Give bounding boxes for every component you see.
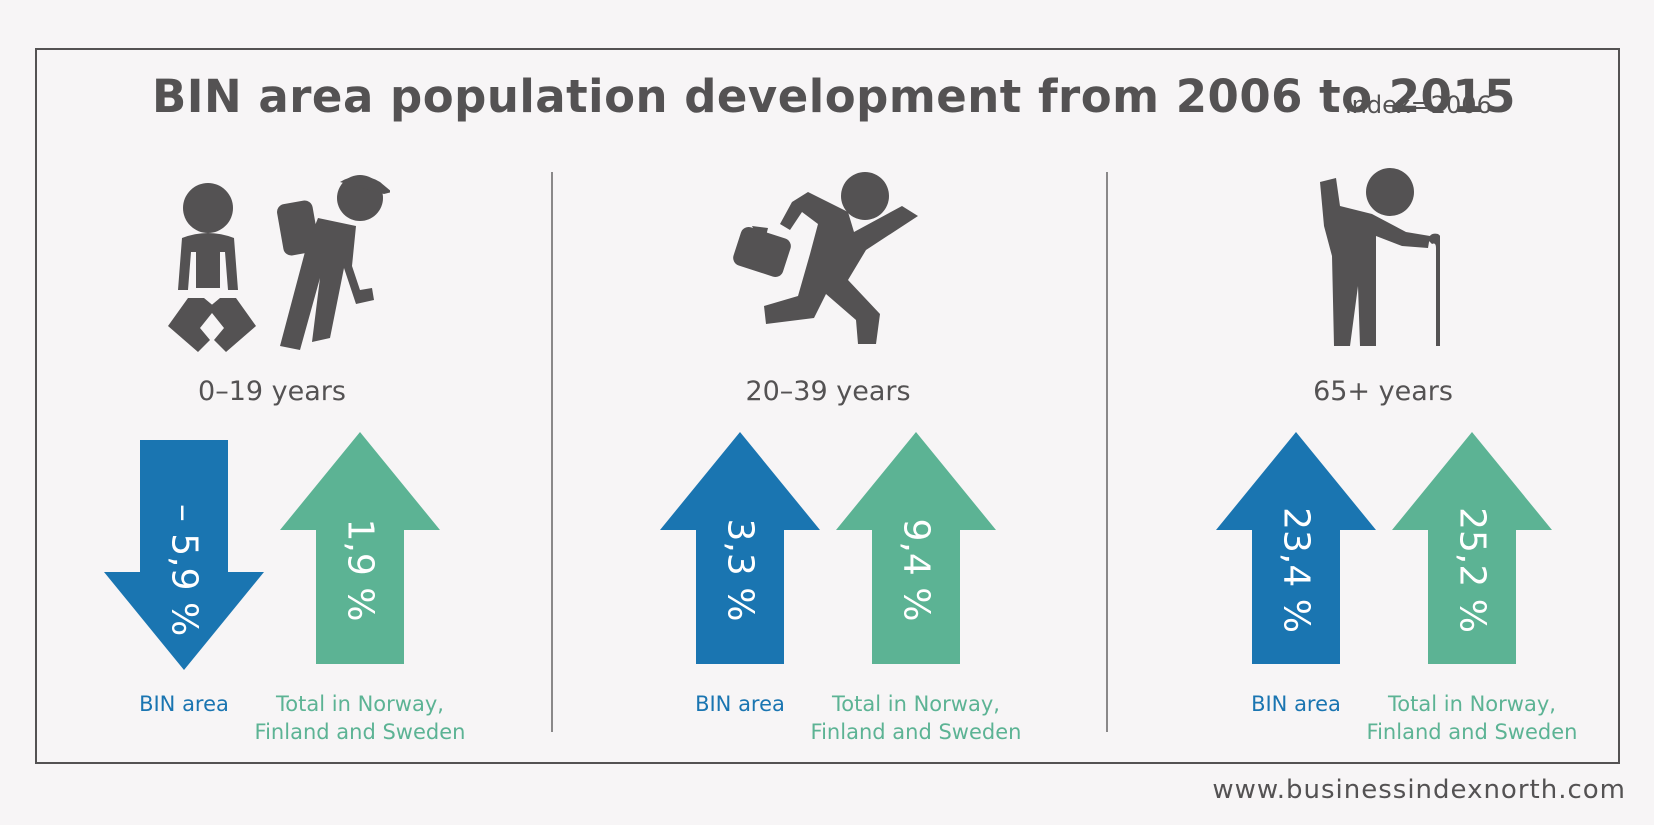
chart-subtitle: index=2006 — [1345, 91, 1492, 119]
total-caption: Total in Norway, Finland and Sweden — [786, 690, 1046, 746]
total-caption-line2: Finland and Sweden — [254, 720, 466, 744]
total-arrow-up — [1392, 432, 1552, 664]
bin-area-caption: BIN area — [695, 692, 785, 716]
total-caption-line1: Total in Norway, — [832, 692, 1000, 716]
running-businessman-icon — [733, 172, 918, 344]
total-value-label: 1,9 % — [340, 519, 381, 622]
footer-url: www.businessindexnorth.com — [1212, 775, 1626, 805]
bin-area-arrow-down — [104, 440, 264, 670]
bin-area-caption: BIN area — [1251, 692, 1341, 716]
age-group-label: 0–19 years — [198, 376, 346, 407]
elderly-person-with-cane-icon — [1320, 168, 1440, 346]
bin-area-arrow-up — [660, 432, 820, 664]
bin-area-value-label: – 5,9 % — [164, 504, 205, 636]
total-caption-line1: Total in Norway, — [1388, 692, 1556, 716]
total-value-label: 9,4 % — [896, 519, 937, 622]
age-group-label: 20–39 years — [745, 376, 911, 407]
total-caption-line2: Finland and Sweden — [810, 720, 1022, 744]
bin-area-caption: BIN area — [139, 692, 229, 716]
total-value-label: 25,2 % — [1452, 507, 1493, 633]
bin-area-value-label: 23,4 % — [1276, 507, 1317, 633]
bin-area-value-label: 3,3 % — [720, 519, 761, 622]
total-caption-line2: Finland and Sweden — [1366, 720, 1578, 744]
group-divider — [551, 172, 553, 732]
total-arrow-up — [836, 432, 996, 664]
chart-frame — [35, 48, 1620, 764]
chart-title: BIN area population development from 200… — [152, 70, 1516, 123]
total-caption: Total in Norway, Finland and Sweden — [230, 690, 490, 746]
child-and-hiker-icon — [168, 175, 390, 352]
total-caption-line1: Total in Norway, — [276, 692, 444, 716]
total-arrow-up — [280, 432, 440, 664]
total-caption: Total in Norway, Finland and Sweden — [1342, 690, 1602, 746]
bin-area-arrow-up — [1216, 432, 1376, 664]
group-divider — [1106, 172, 1108, 732]
age-group-label: 65+ years — [1313, 376, 1453, 407]
